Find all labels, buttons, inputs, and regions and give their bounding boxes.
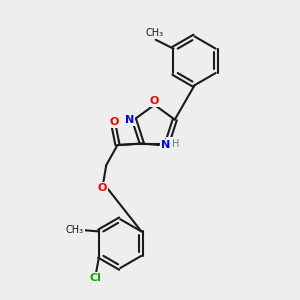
Text: CH₃: CH₃ — [145, 28, 163, 38]
Text: O: O — [150, 96, 159, 106]
Text: O: O — [109, 117, 119, 127]
Text: N: N — [167, 139, 176, 148]
Text: N: N — [125, 115, 134, 124]
Text: H: H — [172, 139, 179, 148]
Text: CH₃: CH₃ — [66, 225, 84, 235]
Text: O: O — [98, 183, 107, 194]
Text: N: N — [161, 140, 170, 150]
Text: Cl: Cl — [90, 273, 101, 283]
